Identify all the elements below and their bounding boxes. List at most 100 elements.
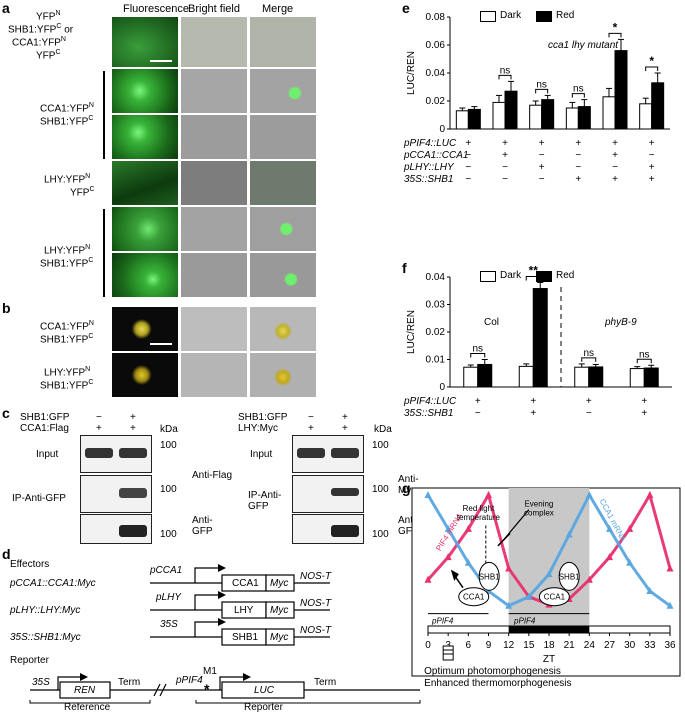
header-merge: Merge (262, 3, 294, 15)
table-cell: − (465, 162, 471, 173)
significance-bracket (571, 93, 585, 98)
fluor-image (112, 253, 178, 297)
panel-label-b: b (2, 300, 11, 316)
panel-label-f: f (402, 260, 407, 276)
fluor-image (112, 115, 178, 159)
table-cell: + (475, 396, 481, 407)
cca1-ellipse (538, 587, 570, 607)
panel-label-a: a (2, 0, 10, 16)
y-tick-label: 0.02 (426, 327, 446, 338)
series-point (505, 564, 513, 572)
band (119, 525, 147, 537)
series-point (606, 553, 613, 561)
significance-label: ns (573, 84, 584, 95)
table-cell: + (649, 162, 655, 173)
significance-bracket (535, 88, 549, 94)
band (331, 525, 359, 537)
x-tick-label: 30 (624, 640, 636, 651)
bar-dark (463, 366, 479, 388)
label-yfp-n: YFPN (36, 10, 61, 23)
label-anti-flag: Anti-Flag (192, 470, 233, 481)
gene-label: REN (74, 685, 96, 696)
series-point (485, 587, 492, 595)
shb1-ellipse (558, 561, 580, 591)
bar-red (643, 367, 659, 388)
x-tick-label: 18 (543, 640, 555, 651)
y-axis-label: LUC/REN (406, 310, 417, 354)
table-cell: + (575, 138, 581, 149)
y-tick-label: 0.01 (426, 355, 446, 366)
outcome-label: Enhanced thermomorphogenesis (424, 678, 571, 689)
label-input: Input (36, 449, 59, 460)
blot-ip (80, 475, 152, 513)
fluor-image (112, 353, 178, 397)
label-cca1-yfp-n: CCA1:YFPN (40, 102, 94, 115)
x-tick-label: 9 (486, 640, 492, 651)
series-point (485, 491, 492, 498)
y-tick-label: 0.03 (426, 300, 446, 311)
promoter-label: pPIF4 (176, 675, 203, 686)
merge-image (250, 253, 316, 297)
protein-label: SHB1 (559, 572, 580, 581)
x-tick-label: 21 (564, 640, 576, 651)
table-row-label: pPIF4::LUC (403, 396, 457, 407)
label-shb1-yfp-c: SHB1:YFPC (40, 379, 94, 392)
bar-red (588, 366, 604, 388)
table-cell: − (475, 408, 481, 419)
fluor-image (112, 17, 178, 67)
lane-sign: + (130, 412, 136, 423)
promoter-label: 35S (32, 677, 50, 688)
legend-label-dark: Dark (500, 10, 522, 21)
annotation: complex (524, 508, 554, 517)
series-label: CCA1 mRNA (598, 497, 628, 543)
bar-red (477, 363, 493, 388)
row-label-lhy-myc: LHY:Myc (238, 423, 279, 434)
table-row-label: pPIF4::LUC (403, 138, 457, 149)
dark-bar (508, 626, 590, 633)
x-tick-label: 12 (503, 640, 515, 651)
y-axis-label: LUC/REN (406, 51, 417, 95)
protein-label: CCA1 (463, 593, 485, 602)
marker-100: 100 (160, 529, 177, 540)
merge-image (250, 69, 316, 113)
significance-label: ns (639, 349, 650, 360)
tag-label: Myc (270, 578, 289, 589)
panel-label-c: c (2, 405, 10, 421)
y-tick-label: 0 (439, 382, 445, 393)
series-point (646, 587, 654, 595)
bar-red (504, 90, 518, 130)
label-reporter: Reporter (10, 655, 49, 666)
series-point (545, 570, 553, 578)
x-tick-label: 0 (425, 640, 431, 651)
series-point (444, 524, 452, 532)
blot-ip (292, 475, 364, 513)
scale-bar (150, 60, 172, 62)
table-row-label: 35S::SHB1 (404, 174, 453, 185)
terminator-label: NOS-T (300, 571, 332, 582)
merge-image (250, 307, 316, 351)
lane-sign: + (96, 423, 102, 434)
bar-dark (518, 365, 534, 388)
table-cell: − (586, 408, 592, 419)
merge-image (250, 207, 316, 251)
table-cell: + (612, 174, 618, 185)
light-bar (427, 625, 671, 634)
blot-ip-gfp (292, 514, 364, 544)
bar-red (467, 108, 481, 130)
legend-label-dark: Dark (500, 270, 522, 281)
table-cell: − (465, 150, 471, 161)
bar-red (532, 288, 548, 388)
label-reporter: Reporter (244, 702, 283, 713)
table-row-label: 35S::SHB1 (404, 408, 453, 419)
table-cell: − (539, 150, 545, 161)
label-shb1-yfp-c: SHB1:YFPC or (8, 23, 74, 36)
significance-label: ns (500, 65, 511, 76)
x-tick-label: 33 (644, 640, 656, 651)
band (297, 448, 325, 458)
label-shb1-yfp-c: SHB1:YFPC (40, 115, 94, 128)
label-lhy-yfp-n: LHY:YFPN (44, 173, 91, 186)
merge-image (250, 353, 316, 397)
bar-dark (639, 103, 653, 130)
table-cell: + (502, 150, 508, 161)
label-lhy-yfp-n: LHY:YFPN (44, 366, 91, 379)
